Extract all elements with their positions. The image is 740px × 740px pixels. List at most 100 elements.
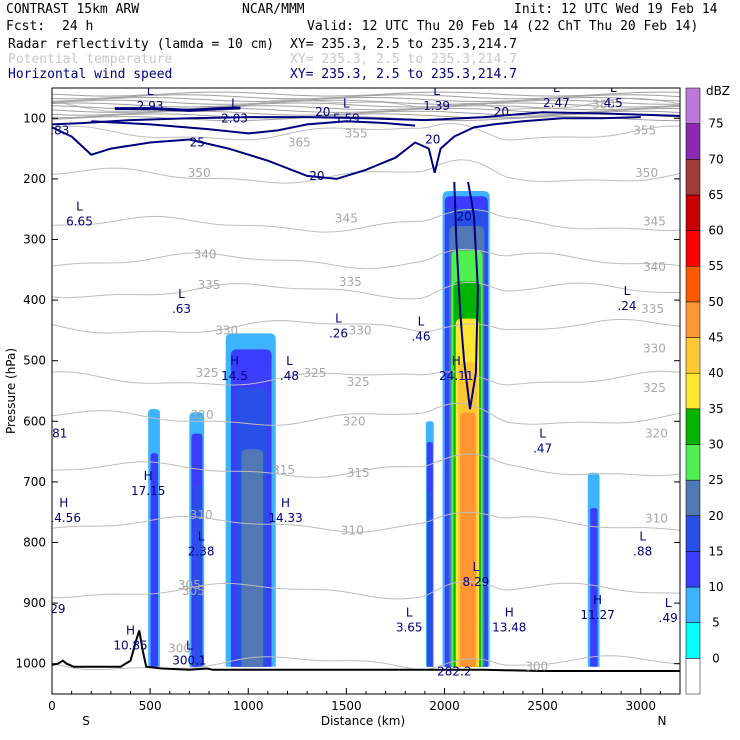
- extremum-value-24: 3.65: [396, 620, 423, 634]
- extremum-type-18: H: [59, 496, 68, 510]
- colorbar-label-15: 15: [708, 544, 723, 558]
- x-tick-label-500: 500: [139, 699, 162, 713]
- wind-label-25-0: 25: [190, 136, 205, 150]
- x-tick-label-3000: 3000: [625, 699, 656, 713]
- colorbar-unit: dBZ: [706, 84, 730, 98]
- extremum-type-9: L: [335, 311, 342, 325]
- colorbar-label-55: 55: [708, 259, 723, 273]
- theta-contour-325: [52, 370, 680, 386]
- extremum-value-28: 10.85: [113, 638, 147, 652]
- terrain-line: [52, 630, 680, 672]
- colorbar-label-45: 45: [708, 331, 723, 345]
- radar-col5-band-10dbz: [590, 508, 598, 667]
- colorbar-swatch-13: [685, 194, 701, 231]
- theta-contour-330: [52, 319, 680, 334]
- theta-stratosphere-line-3: [52, 99, 680, 105]
- theta-label-17: 330: [349, 323, 372, 337]
- y-tick-label-800: 800: [23, 536, 46, 550]
- extremum-type-19: H: [281, 496, 290, 510]
- field-name-reflectivity: Radar reflectivity (lamda = 10 cm): [8, 37, 274, 52]
- extremum-value-15: .81: [48, 426, 67, 440]
- extremum-type-29: L: [186, 639, 193, 653]
- y-tick-label-400: 400: [23, 293, 46, 307]
- colorbar-swatch-8: [685, 372, 701, 410]
- colorbar-swatch-10: [685, 301, 701, 338]
- extremum-value-27: .49: [659, 611, 678, 625]
- colorbar: 0 5 10 15 20 25 30 35 40 45 50 55 60 65 70 75: [685, 87, 724, 695]
- wind-jet-core: [114, 106, 241, 112]
- wind-contour-20-lower: [52, 116, 641, 180]
- theta-label-21: 335: [641, 302, 664, 316]
- radar-col1-band-15dbz: [193, 485, 201, 667]
- theta-stratosphere-line-2: [52, 97, 680, 102]
- theta-label-19: 335: [198, 278, 221, 292]
- colorbar-label-25: 25: [708, 473, 723, 487]
- theta-label-20: 335: [339, 275, 362, 289]
- colorbar-swatch-15: [685, 123, 701, 160]
- wind-contour-25: [91, 120, 416, 135]
- extremum-type-21: L: [639, 530, 646, 544]
- extremum-type-22: L: [473, 560, 480, 574]
- wind-label-20-1: 20: [425, 133, 440, 147]
- field-name-wind: Horizontal wind speed: [8, 67, 172, 82]
- extremum-value-0: 2.93: [137, 99, 164, 113]
- colorbar-swatch-14: [685, 159, 701, 196]
- extremum-type-5: L: [610, 81, 617, 95]
- theta-stratosphere-line-8: [52, 113, 680, 119]
- colorbar-swatch-4: [685, 515, 701, 552]
- theta-contour-315: [52, 453, 680, 478]
- y-tick-label-200: 200: [23, 172, 46, 186]
- x-tick-label-2000: 2000: [429, 699, 460, 713]
- extremum-type-14: H: [452, 354, 461, 368]
- theta-label-6: 310: [190, 508, 213, 522]
- extremum-value-4: 2.47: [543, 96, 570, 110]
- colorbar-swatch-16: [685, 87, 701, 124]
- colorbar-swatch-9: [685, 337, 701, 374]
- extremum-type-12: H: [230, 354, 239, 368]
- extremum-type-28: H: [126, 623, 135, 637]
- colorbar-swatch-5: [685, 479, 701, 517]
- theta-label-29: 355: [345, 126, 368, 140]
- theta-label-1: 300: [168, 642, 191, 656]
- x-tick-label-0: 0: [48, 699, 56, 713]
- extremum-type-7: L: [76, 199, 83, 213]
- extremum-type-2: L: [343, 96, 350, 110]
- theta-label-10: 320: [645, 426, 668, 440]
- radar-layer: [148, 191, 600, 667]
- theta-label-8: 315: [347, 466, 370, 480]
- extremum-value-14: 24.11: [439, 369, 473, 383]
- theta-contour-320: [52, 402, 680, 426]
- field-name-theta: Potential temperature: [8, 52, 173, 67]
- y-tick-label-300: 300: [23, 233, 46, 247]
- theta-contour-340: [52, 248, 680, 270]
- colorbar-label-40: 40: [708, 366, 723, 380]
- colorbar-swatch-1: [685, 622, 701, 659]
- y-tick-label-500: 500: [23, 354, 46, 368]
- theta-label-12: 325: [196, 366, 219, 380]
- extremum-value-5: 4.5: [604, 96, 623, 110]
- extremum-value-3: 1.39: [423, 99, 450, 113]
- colorbar-swatch-12: [685, 230, 701, 267]
- colorbar-swatch-2: [685, 586, 701, 623]
- colorbar-label-50: 50: [708, 295, 723, 309]
- extremum-value-26: 11.27: [580, 608, 614, 622]
- radar-col4-band-45dbz: [460, 412, 476, 667]
- theta-contour-380: [52, 97, 680, 113]
- y-axis-label: Pressure (hPa): [4, 348, 18, 434]
- extremum-value-16: .47: [533, 442, 552, 456]
- theta-stratosphere-line-0: [52, 91, 680, 97]
- theta-label-24: 345: [335, 211, 358, 225]
- fcst-label: Fcst:: [6, 19, 45, 34]
- colorbar-label-35: 35: [708, 402, 723, 416]
- colorbar-label-60: 60: [708, 224, 723, 238]
- extremum-value-30: 282.2: [437, 665, 471, 679]
- theta-label-16: 330: [215, 323, 238, 337]
- wind-label-20-4: 20: [456, 209, 471, 223]
- extremum-type-25: H: [505, 605, 514, 619]
- extremum-value-11: .24: [617, 299, 636, 313]
- fcst-value: 24 h: [62, 19, 93, 34]
- y-tick-label-600: 600: [23, 414, 46, 428]
- extremum-type-1: L: [231, 96, 238, 110]
